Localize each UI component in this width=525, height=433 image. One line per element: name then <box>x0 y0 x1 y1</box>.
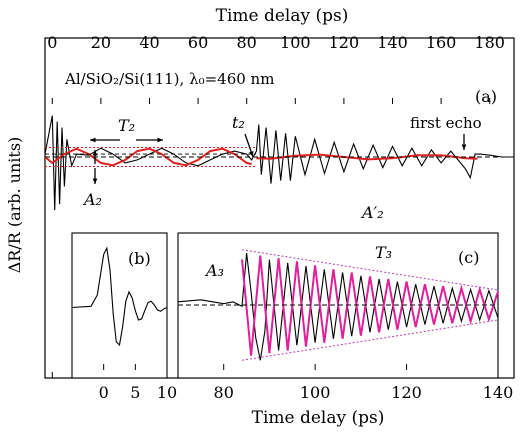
panel-b-tick-label-5: 5 <box>130 383 140 402</box>
time-label-t2: t₂ <box>232 113 245 132</box>
period-arrow-right-head <box>157 137 163 143</box>
echo-label: first echo <box>410 114 482 132</box>
amplitude-label-c: A₃ <box>204 261 224 280</box>
amplitude-label-a: A₂ <box>82 190 102 209</box>
panel-a-series-1 <box>44 147 252 167</box>
panel-a-tick-label-60: 60 <box>188 33 208 52</box>
panel-a-tick-label-20: 20 <box>91 33 111 52</box>
panel-a-tick-label-40: 40 <box>139 33 159 52</box>
amplitude-arrow-down-head <box>92 178 98 184</box>
y-axis-label: ΔR/R (arb. units) <box>5 137 24 274</box>
panel-b-series-0 <box>71 246 168 347</box>
panel-b-label: (b) <box>128 249 151 268</box>
panel-a-label: (a) <box>475 87 497 106</box>
top-tick-labels: 0 20 40 60 80 100 120 140 160 180 <box>47 33 505 52</box>
panel-c-label: (c) <box>458 248 479 267</box>
y-axis-label-text: ΔR/R (arb. units) <box>5 137 24 274</box>
period-label-c: T₃ <box>375 243 392 262</box>
t2-arrow-head <box>248 151 254 157</box>
panel-b-tick-labels: 0 5 10 <box>99 383 178 402</box>
panel-a-tick-label-180: 180 <box>474 33 505 52</box>
echo-arrow-head <box>461 144 467 150</box>
panel-c-tick-label-140: 140 <box>483 383 514 402</box>
panel-b-frame <box>71 232 168 379</box>
panel-c-upper-envelope <box>241 249 499 291</box>
sample-label: Al/SiO₂/Si(111), λ₀=460 nm <box>64 70 274 88</box>
panel-b-tick-label-10: 10 <box>157 383 177 402</box>
panel-c-tick-labels: 80 100 120 140 <box>214 383 514 402</box>
panel-c-tick-label-100: 100 <box>300 383 331 402</box>
period-label-a: T₂ <box>118 116 135 135</box>
panel-c-tick-label-120: 120 <box>391 383 422 402</box>
panel-b <box>71 246 168 370</box>
panel-a-tick-label-80: 80 <box>237 33 257 52</box>
panel-b-tick-label-0: 0 <box>99 383 109 402</box>
svg-text:ΔR/R (arb. units): ΔR/R (arb. units) <box>5 137 24 274</box>
amplitude2-label: A′₂ <box>360 203 384 222</box>
panel-a-tick-label-120: 120 <box>329 33 360 52</box>
panel-a-tick-label-100: 100 <box>280 33 311 52</box>
panel-c-series-1 <box>241 255 499 356</box>
bottom-axis-label: Time delay (ps) <box>252 408 385 428</box>
panel-c-lower-envelope <box>241 319 499 361</box>
panel-a-tick-label-160: 160 <box>426 33 457 52</box>
panel-a-tick-label-0: 0 <box>47 33 57 52</box>
panel-a-tick-label-140: 140 <box>377 33 408 52</box>
amplitude-arrow-up-head <box>92 150 98 156</box>
panel-c <box>177 249 499 370</box>
top-axis-label: Time delay (ps) <box>216 6 349 26</box>
period-arrow-left-head <box>90 137 96 143</box>
panel-c-tick-label-80: 80 <box>214 383 234 402</box>
